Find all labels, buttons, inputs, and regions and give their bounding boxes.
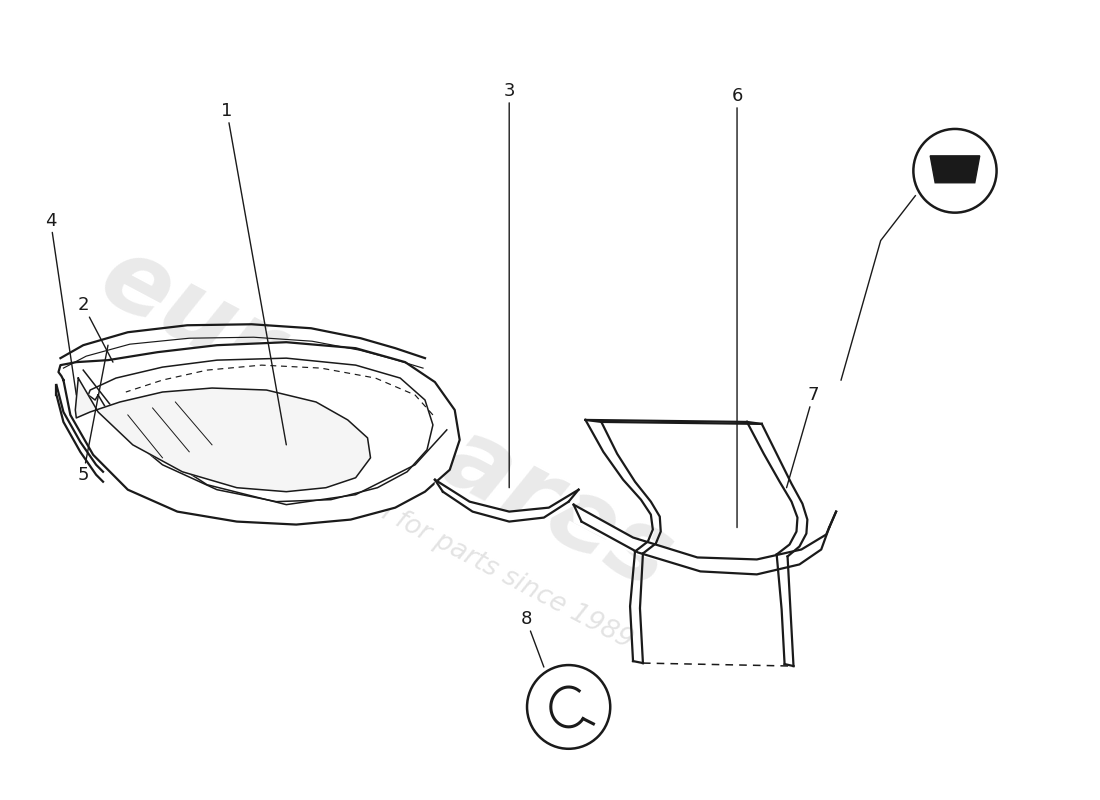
Circle shape <box>527 665 610 749</box>
Text: 5: 5 <box>77 345 108 484</box>
Polygon shape <box>75 378 371 492</box>
Text: 1: 1 <box>221 102 286 445</box>
Polygon shape <box>58 342 460 525</box>
Text: 7: 7 <box>786 386 820 488</box>
Text: a passion for parts since 1989: a passion for parts since 1989 <box>273 445 637 654</box>
Text: 2: 2 <box>77 296 113 362</box>
Polygon shape <box>931 156 980 182</box>
Text: 6: 6 <box>732 87 742 527</box>
Text: 8: 8 <box>520 610 543 667</box>
Text: eurospares: eurospares <box>84 229 688 611</box>
Circle shape <box>913 129 997 213</box>
Text: 3: 3 <box>504 82 515 488</box>
Text: 4: 4 <box>45 212 76 395</box>
